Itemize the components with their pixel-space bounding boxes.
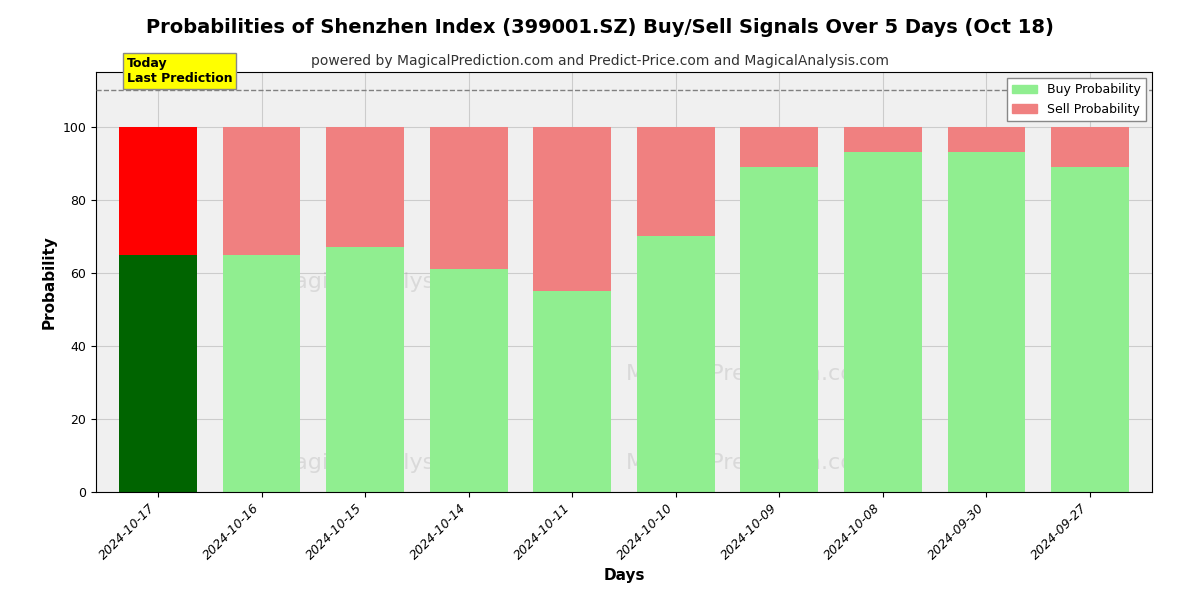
Bar xyxy=(1051,127,1129,167)
Bar xyxy=(844,127,922,152)
Bar xyxy=(740,127,818,167)
Y-axis label: Probability: Probability xyxy=(42,235,56,329)
Text: MagicalPrediction.com: MagicalPrediction.com xyxy=(625,452,876,473)
Legend: Buy Probability, Sell Probability: Buy Probability, Sell Probability xyxy=(1007,78,1146,121)
Bar xyxy=(430,269,508,492)
Bar xyxy=(223,127,300,254)
Text: MagicalAnalysis.com: MagicalAnalysis.com xyxy=(276,452,508,473)
Bar xyxy=(119,254,197,492)
Text: Today
Last Prediction: Today Last Prediction xyxy=(127,57,233,85)
Text: Probabilities of Shenzhen Index (399001.SZ) Buy/Sell Signals Over 5 Days (Oct 18: Probabilities of Shenzhen Index (399001.… xyxy=(146,18,1054,37)
Bar xyxy=(637,127,714,236)
Bar xyxy=(223,254,300,492)
Bar xyxy=(119,127,197,254)
Bar xyxy=(1051,167,1129,492)
Text: MagicalAnalysis.com: MagicalAnalysis.com xyxy=(276,272,508,292)
Bar xyxy=(534,291,611,492)
Bar xyxy=(844,152,922,492)
Bar xyxy=(948,152,1025,492)
X-axis label: Days: Days xyxy=(604,568,644,583)
Bar xyxy=(326,127,404,247)
Bar xyxy=(740,167,818,492)
Bar xyxy=(534,127,611,291)
Bar xyxy=(637,236,714,492)
Bar xyxy=(326,247,404,492)
Bar xyxy=(948,127,1025,152)
Text: MagicalPrediction.com: MagicalPrediction.com xyxy=(625,364,876,385)
Bar xyxy=(430,127,508,269)
Text: powered by MagicalPrediction.com and Predict-Price.com and MagicalAnalysis.com: powered by MagicalPrediction.com and Pre… xyxy=(311,54,889,68)
